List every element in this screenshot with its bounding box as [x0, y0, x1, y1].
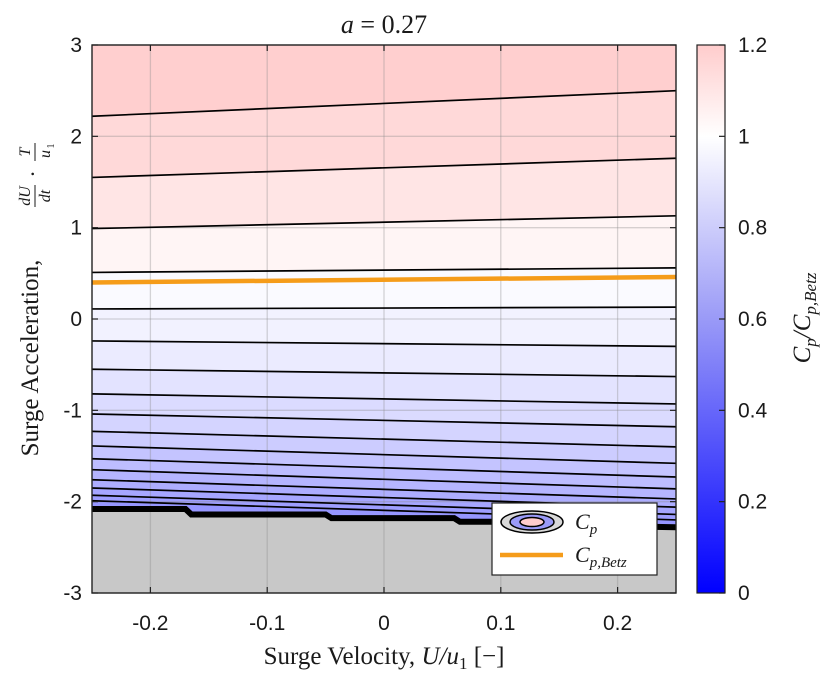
x-axis-ticks: -0.2 -0.1 0 0.1 0.2 [132, 45, 632, 635]
contour-band [92, 307, 676, 347]
y-axis-label-math: dU dt · T u 1 [17, 143, 57, 207]
contour-line [92, 368, 676, 378]
contour-band [92, 413, 676, 447]
svg-text:1: 1 [46, 144, 57, 149]
plot-area [91, 44, 677, 594]
betz-line [91, 274, 677, 285]
contour-line [92, 478, 676, 500]
colorbar-tick-label: 1 [738, 125, 750, 148]
y-tick-label: 0 [70, 308, 82, 331]
colorbar-tick-label: 0.4 [738, 399, 768, 422]
svg-text:·: · [20, 170, 45, 177]
x-tick-label: -0.2 [132, 612, 168, 635]
contour-line [92, 393, 676, 405]
contour-line [92, 413, 676, 428]
legend: Cp Cp,Betz [491, 502, 658, 576]
contour-band [92, 215, 676, 273]
svg-text:dt: dt [37, 189, 54, 202]
contour-line [92, 457, 676, 478]
y-tick-label: 1 [70, 217, 82, 240]
contour-band [92, 45, 676, 117]
colorbar-tick-label: 1.2 [738, 34, 767, 57]
x-tick-label: -0.1 [249, 612, 285, 635]
contour-band [92, 369, 676, 404]
y-tick-label: -1 [63, 399, 82, 422]
contour-band [92, 479, 676, 508]
y-tick-label: 2 [70, 125, 82, 148]
contour-line [92, 214, 676, 230]
svg-text:Cp/Cp,Betz: Cp/Cp,Betz [789, 272, 820, 363]
contour-band [92, 158, 676, 229]
contour-line [92, 89, 676, 118]
y-axis-label: Surge Acceleration, dU dt · T u 1 [17, 143, 57, 456]
svg-text:T: T [17, 146, 34, 156]
y-tick-label: -3 [63, 582, 82, 605]
x-tick-label: 0.2 [603, 612, 632, 635]
x-tick-label: 0.1 [486, 612, 515, 635]
contour-band [92, 445, 676, 478]
y-axis-label-text: Surge Acceleration, [17, 260, 44, 457]
colorbar-tick-label: 0 [738, 582, 750, 605]
legend-cp-icon [500, 510, 564, 534]
chart-title: a = 0.27 [341, 10, 427, 39]
contour-band [92, 458, 676, 489]
contour-band [92, 90, 676, 178]
colorbar-tick-label: 0.6 [738, 308, 767, 331]
y-tick-label: -2 [63, 491, 82, 514]
svg-text:dU: dU [17, 185, 34, 206]
contour-line [92, 445, 676, 465]
svg-text:u: u [37, 150, 54, 158]
contour-line [92, 468, 676, 490]
contour-line [92, 340, 676, 348]
colorbar-tick-label: 0.8 [738, 217, 767, 240]
y-axis-ticks: -3 -2 -1 0 1 2 3 [63, 34, 676, 605]
contour-band [92, 469, 676, 499]
contour-band [92, 340, 676, 377]
colorbar-ticks: 0 0.2 0.4 0.6 0.8 1 1.2 [719, 34, 768, 605]
contour-line [92, 430, 676, 448]
y-tick-label: 3 [70, 34, 82, 57]
x-axis-label: Surge Velocity, U/u1 [−] [264, 643, 505, 673]
colorbar-label: Cp/Cp,Betz [789, 272, 820, 363]
contour-line [92, 157, 676, 179]
x-tick-label: 0 [378, 612, 390, 635]
contour-lines [92, 89, 676, 521]
contour-band [92, 431, 676, 464]
colorbar: 0 0.2 0.4 0.6 0.8 1 1.2 Cp/Cp,Betz [696, 34, 820, 605]
contour-line [92, 267, 676, 274]
colorbar-tick-label: 0.2 [738, 491, 767, 514]
contour-line [92, 306, 676, 310]
